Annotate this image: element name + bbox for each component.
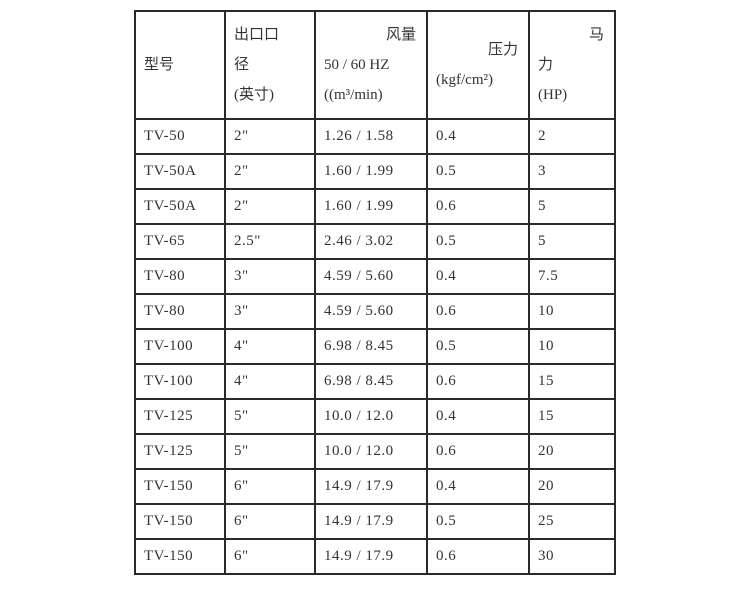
header-outlet-line1: 出口口	[234, 27, 280, 43]
cell-air: 14.9 / 17.9	[314, 468, 428, 505]
cell-hp: 3	[528, 153, 616, 190]
header-outlet-line2: 径	[234, 57, 250, 73]
cell-hp: 20	[528, 433, 616, 470]
cell-air: 4.59 / 5.60	[314, 258, 428, 295]
header-outlet-line3: (英寸)	[234, 87, 274, 103]
cell-air: 2.46 / 3.02	[314, 223, 428, 260]
cell-model: TV-50A	[134, 188, 226, 225]
header-pressure-line1: 压力	[487, 42, 518, 58]
cell-model: TV-50A	[134, 153, 226, 190]
header-pressure: 压力 (kgf/cm²)	[426, 10, 530, 120]
cell-outlet: 6"	[224, 538, 316, 575]
header-hp: 马 力 (HP)	[528, 10, 616, 120]
cell-model: TV-150	[134, 468, 226, 505]
cell-outlet: 4"	[224, 328, 316, 365]
table-row: TV-80 3" 4.59 / 5.60 0.6 10	[134, 293, 616, 330]
cell-air: 10.0 / 12.0	[314, 398, 428, 435]
table-row: TV-80 3" 4.59 / 5.60 0.4 7.5	[134, 258, 616, 295]
cell-pressure: 0.6	[426, 433, 530, 470]
cell-air: 14.9 / 17.9	[314, 538, 428, 575]
cell-air: 6.98 / 8.45	[314, 328, 428, 365]
cell-model: TV-150	[134, 503, 226, 540]
header-row: 型号 出口口 径 (英寸) 风量 50 / 60 HZ ((m³/min) 压力…	[134, 10, 616, 120]
cell-air: 10.0 / 12.0	[314, 433, 428, 470]
cell-outlet: 4"	[224, 363, 316, 400]
header-air: 风量 50 / 60 HZ ((m³/min)	[314, 10, 428, 120]
cell-air: 6.98 / 8.45	[314, 363, 428, 400]
cell-outlet: 2"	[224, 118, 316, 155]
cell-outlet: 2.5"	[224, 223, 316, 260]
cell-pressure: 0.4	[426, 468, 530, 505]
header-outlet: 出口口 径 (英寸)	[224, 10, 316, 120]
header-air-line3: ((m³/min)	[324, 87, 383, 103]
cell-outlet: 6"	[224, 468, 316, 505]
cell-outlet: 2"	[224, 153, 316, 190]
table-row: TV-150 6" 14.9 / 17.9 0.4 20	[134, 468, 616, 505]
cell-outlet: 5"	[224, 433, 316, 470]
cell-pressure: 0.6	[426, 188, 530, 225]
cell-hp: 5	[528, 223, 616, 260]
table-row: TV-125 5" 10.0 / 12.0 0.6 20	[134, 433, 616, 470]
table-row: TV-50A 2" 1.60 / 1.99 0.5 3	[134, 153, 616, 190]
cell-hp: 2	[528, 118, 616, 155]
cell-hp: 10	[528, 293, 616, 330]
cell-hp: 25	[528, 503, 616, 540]
cell-air: 1.60 / 1.99	[314, 188, 428, 225]
cell-model: TV-50	[134, 118, 226, 155]
cell-model: TV-80	[134, 293, 226, 330]
table-row: TV-100 4" 6.98 / 8.45 0.5 10	[134, 328, 616, 365]
header-hp-line2: 力	[538, 57, 554, 73]
cell-outlet: 6"	[224, 503, 316, 540]
cell-model: TV-125	[134, 398, 226, 435]
cell-hp: 5	[528, 188, 616, 225]
cell-pressure: 0.4	[426, 258, 530, 295]
table-row: TV-150 6" 14.9 / 17.9 0.5 25	[134, 503, 616, 540]
cell-model: TV-100	[134, 363, 226, 400]
table-row: TV-100 4" 6.98 / 8.45 0.6 15	[134, 363, 616, 400]
cell-outlet: 5"	[224, 398, 316, 435]
cell-model: TV-100	[134, 328, 226, 365]
table-row: TV-150 6" 14.9 / 17.9 0.6 30	[134, 538, 616, 575]
cell-air: 14.9 / 17.9	[314, 503, 428, 540]
table-row: TV-125 5" 10.0 / 12.0 0.4 15	[134, 398, 616, 435]
cell-pressure: 0.4	[426, 398, 530, 435]
cell-model: TV-150	[134, 538, 226, 575]
cell-pressure: 0.6	[426, 363, 530, 400]
header-model-label: 型号	[144, 57, 175, 73]
cell-hp: 15	[528, 363, 616, 400]
cell-pressure: 0.6	[426, 293, 530, 330]
cell-hp: 10	[528, 328, 616, 365]
cell-outlet: 3"	[224, 258, 316, 295]
header-pressure-line2: (kgf/cm²)	[436, 72, 493, 88]
cell-pressure: 0.4	[426, 118, 530, 155]
cell-pressure: 0.5	[426, 153, 530, 190]
table-row: TV-50 2" 1.26 / 1.58 0.4 2	[134, 118, 616, 155]
cell-pressure: 0.5	[426, 223, 530, 260]
header-hp-line3: (HP)	[538, 87, 568, 103]
cell-outlet: 3"	[224, 293, 316, 330]
cell-outlet: 2"	[224, 188, 316, 225]
header-model: 型号	[134, 10, 226, 120]
header-air-line1: 风量	[385, 27, 416, 43]
cell-model: TV-125	[134, 433, 226, 470]
header-hp-line1: 马	[588, 27, 604, 43]
cell-hp: 15	[528, 398, 616, 435]
cell-model: TV-80	[134, 258, 226, 295]
table-row: TV-50A 2" 1.60 / 1.99 0.6 5	[134, 188, 616, 225]
cell-pressure: 0.5	[426, 328, 530, 365]
cell-pressure: 0.6	[426, 538, 530, 575]
table-row: TV-65 2.5" 2.46 / 3.02 0.5 5	[134, 223, 616, 260]
cell-hp: 20	[528, 468, 616, 505]
header-air-line2: 50 / 60 HZ	[324, 57, 390, 73]
spec-table: 型号 出口口 径 (英寸) 风量 50 / 60 HZ ((m³/min) 压力…	[134, 10, 616, 575]
cell-pressure: 0.5	[426, 503, 530, 540]
cell-hp: 7.5	[528, 258, 616, 295]
cell-model: TV-65	[134, 223, 226, 260]
cell-air: 4.59 / 5.60	[314, 293, 428, 330]
cell-hp: 30	[528, 538, 616, 575]
cell-air: 1.60 / 1.99	[314, 153, 428, 190]
cell-air: 1.26 / 1.58	[314, 118, 428, 155]
